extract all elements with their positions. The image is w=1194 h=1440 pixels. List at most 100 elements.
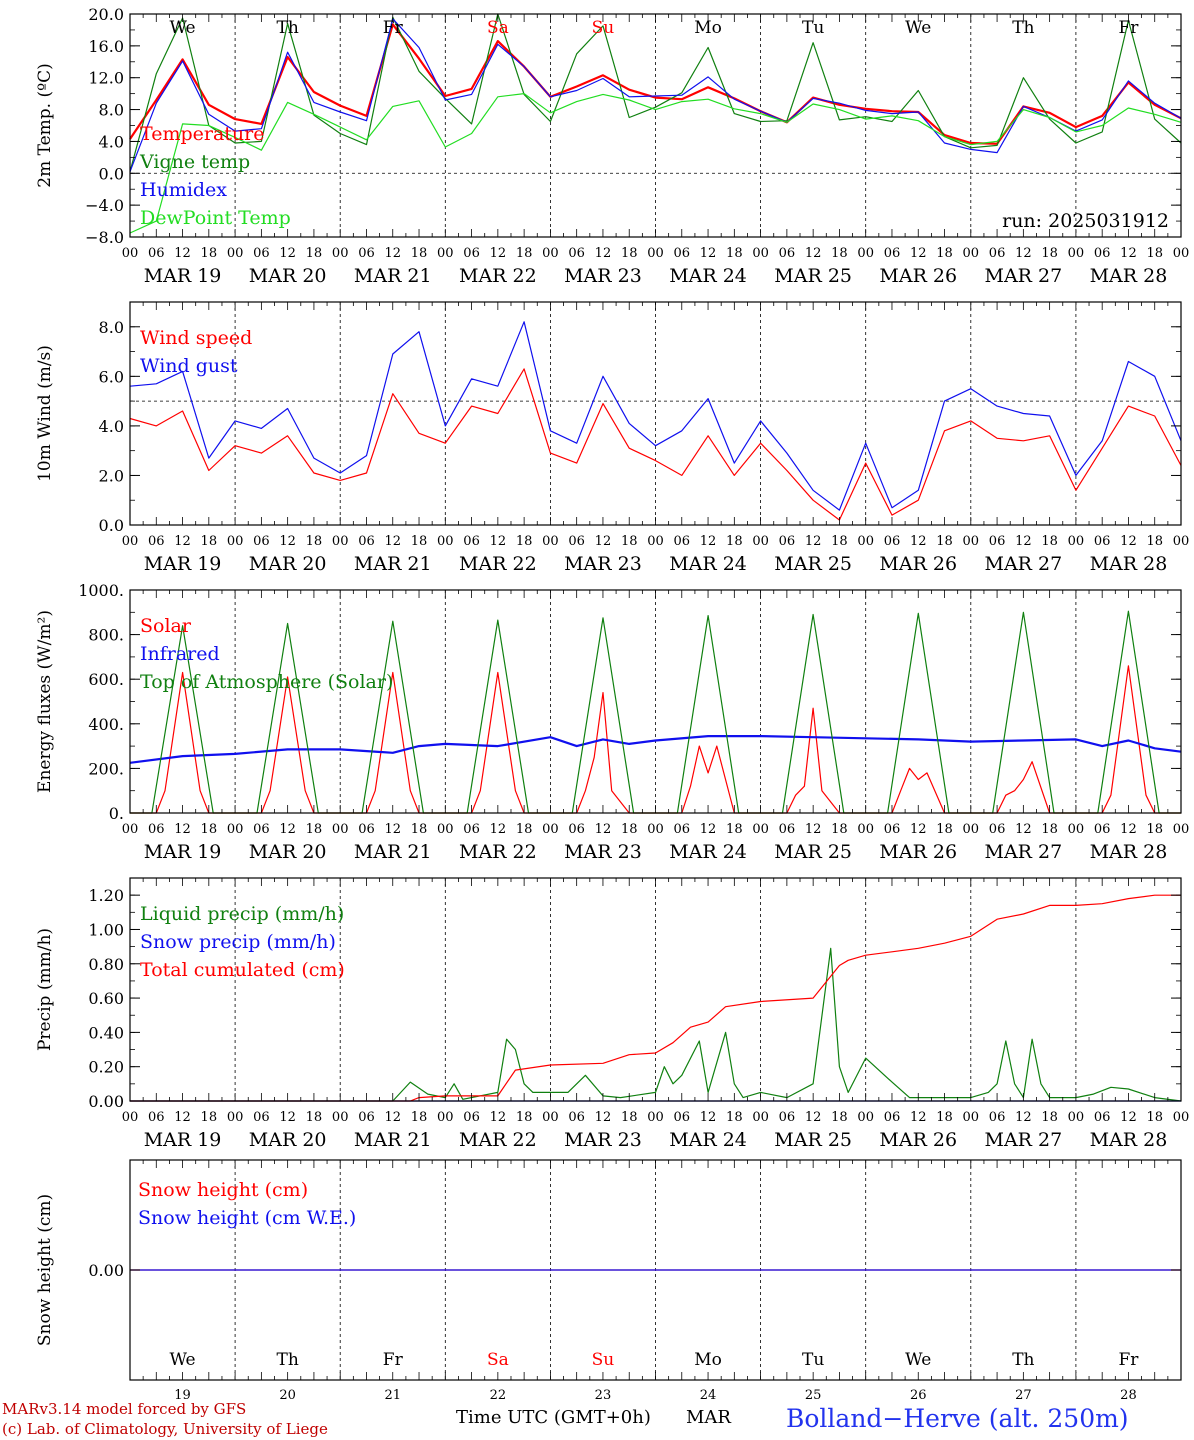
series-line (129, 23, 1182, 145)
date-label: MAR 28 (1090, 553, 1168, 575)
series-line (130, 894, 1181, 1102)
hour-label: 18 (726, 822, 743, 837)
date-label: MAR 21 (354, 553, 432, 575)
panel-energy: 0. 200. 400. 600. 800. 1000. Energy fluxes (W/… (35, 581, 1189, 863)
date-label: MAR 22 (459, 1129, 537, 1151)
hour-label: 12 (595, 246, 612, 261)
date-label: MAR 22 (459, 265, 537, 287)
hour-label: 00 (542, 246, 559, 261)
station-name: Bolland−Herve (alt. 250m) (786, 1404, 1129, 1433)
hour-label: 00 (647, 1110, 664, 1125)
y-tick-label: 8.0 (99, 318, 124, 337)
day-number-label: 25 (805, 1388, 822, 1403)
hour-label: 18 (726, 246, 743, 261)
day-number-label: 27 (1015, 1388, 1032, 1403)
hour-label: 18 (1041, 246, 1058, 261)
weekday-label: Sa (487, 18, 509, 38)
hour-label: 12 (384, 1110, 401, 1125)
date-label: MAR 24 (669, 841, 747, 863)
legend-entry: Humidex (140, 179, 227, 201)
hour-label: 00 (227, 822, 244, 837)
hour-label: 06 (568, 534, 585, 549)
date-label: MAR 26 (879, 841, 957, 863)
date-label: MAR 19 (144, 841, 222, 863)
y-tick-label: 800. (88, 626, 124, 645)
hour-label: 06 (148, 246, 165, 261)
hour-label: 18 (621, 822, 638, 837)
day-number-label: 23 (595, 1388, 612, 1403)
y-axis-title: 10m Wind (m/s) (35, 345, 55, 482)
hour-label: 00 (1173, 246, 1190, 261)
hour-label: 06 (358, 822, 375, 837)
hour-label: 12 (910, 534, 927, 549)
hour-label: 00 (857, 534, 874, 549)
y-tick-label: 20.0 (88, 5, 124, 24)
hour-label: 00 (542, 822, 559, 837)
hour-label: 00 (1173, 534, 1190, 549)
hour-label: 06 (884, 246, 901, 261)
date-label: MAR 23 (564, 841, 642, 863)
day-number-label: 26 (910, 1388, 927, 1403)
y-tick-label: 0.0 (99, 516, 124, 535)
hour-label: 00 (437, 822, 454, 837)
date-label: MAR 24 (669, 553, 747, 575)
y-tick-label: 0.00 (88, 1092, 124, 1111)
hour-label: 00 (332, 534, 349, 549)
legend-entry: Top of Atmosphere (Solar) (140, 671, 393, 693)
y-tick-label: 1000. (78, 581, 124, 600)
hour-label: 18 (411, 246, 428, 261)
series-line (130, 665, 1181, 814)
hour-label: 06 (884, 1110, 901, 1125)
weekday-label: We (169, 18, 195, 38)
hour-label: 18 (411, 534, 428, 549)
hour-label: 06 (148, 822, 165, 837)
time-axis-title: Time UTC (GMT+0h) (456, 1407, 651, 1428)
model-credit-line-2: (c) Lab. of Climatology, University of L… (2, 1420, 328, 1438)
hour-label: 00 (1068, 534, 1085, 549)
date-label: MAR 20 (249, 1129, 327, 1151)
y-tick-label: 16.0 (88, 37, 124, 56)
hour-label: 12 (805, 246, 822, 261)
hour-label: 06 (253, 534, 270, 549)
hour-label: 12 (279, 246, 296, 261)
y-tick-label: −4.0 (85, 196, 124, 215)
weekday-label: We (169, 1350, 195, 1370)
hour-label: 18 (1041, 1110, 1058, 1125)
y-tick-label: 0.60 (88, 989, 124, 1008)
hour-label: 18 (621, 1110, 638, 1125)
hour-label: 06 (1094, 246, 1111, 261)
hour-label: 00 (122, 534, 139, 549)
hour-label: 06 (1094, 1110, 1111, 1125)
series-line (129, 18, 1182, 172)
hour-label: 18 (411, 1110, 428, 1125)
hour-label: 00 (437, 246, 454, 261)
hour-label: 18 (936, 246, 953, 261)
date-label: MAR 27 (984, 265, 1062, 287)
legend-entry: Snow height (cm) (138, 1179, 308, 1201)
hour-label: 06 (463, 534, 480, 549)
hour-label: 00 (752, 534, 769, 549)
hour-label: 12 (700, 246, 717, 261)
day-number-label: 24 (700, 1388, 717, 1403)
hour-label: 00 (857, 822, 874, 837)
hour-label: 00 (122, 822, 139, 837)
hour-label: 06 (463, 822, 480, 837)
day-number-label: 20 (279, 1388, 296, 1403)
hour-label: 06 (1094, 822, 1111, 837)
hour-label: 12 (1015, 822, 1032, 837)
hour-label: 00 (227, 1110, 244, 1125)
hour-label: 00 (1068, 1110, 1085, 1125)
hour-label: 12 (700, 534, 717, 549)
panel-snow: 0.00 Snow height (cm) Snow height (cm) Snow… (35, 1159, 1182, 1403)
footer: MARv3.14 model forced by GFS (c) Lab. of… (2, 1400, 1129, 1438)
y-tick-label: 6.0 (99, 367, 124, 386)
y-tick-label: 0.80 (88, 955, 124, 974)
hour-label: 12 (1015, 534, 1032, 549)
y-tick-label: 0.40 (88, 1023, 124, 1042)
hour-label: 00 (122, 246, 139, 261)
hour-label: 12 (384, 822, 401, 837)
y-tick-label: 8.0 (99, 101, 124, 120)
hour-label: 00 (857, 1110, 874, 1125)
hour-label: 18 (621, 246, 638, 261)
